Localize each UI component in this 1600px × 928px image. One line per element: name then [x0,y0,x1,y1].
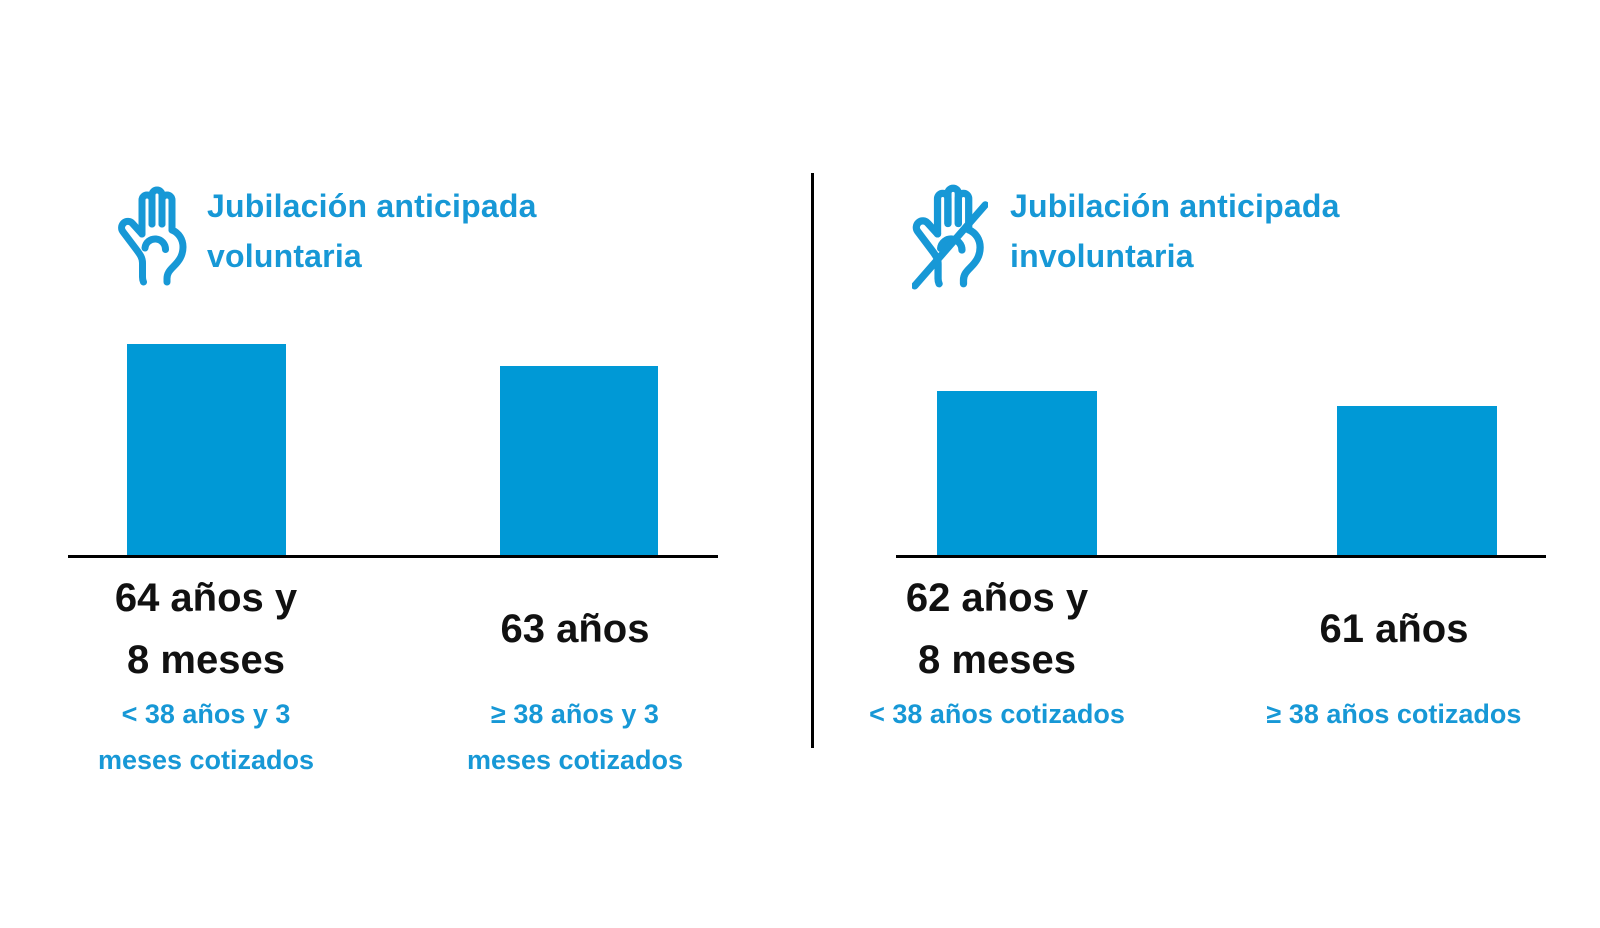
panel-title-involuntaria: Jubilación anticipada involuntaria [1010,181,1340,281]
panel-divider [811,173,814,748]
title-line: voluntaria [207,238,362,274]
age-line: 63 años [500,607,650,651]
age-line: 61 años [1319,607,1469,651]
age-line: 62 años y [905,576,1089,620]
condition-label-lt-38y3m: < 38 años y 3 meses cotizados [63,691,349,783]
age-line: 8 meses [918,638,1076,682]
condition-label-ge-38y3m: ≥ 38 años y 3 meses cotizados [432,691,718,783]
panel-title-voluntaria: Jubilación anticipada voluntaria [207,181,537,281]
bar-61-anos [1337,406,1497,556]
title-line: Jubilación anticipada [1010,188,1340,224]
bar-62-anos-8-meses [937,391,1097,556]
condition-line: < 38 años cotizados [869,699,1125,729]
condition-label-lt-38: < 38 años cotizados [837,691,1157,737]
bar-64-anos-8-meses [127,344,286,556]
slash-stroke [912,201,988,290]
age-label-61: 61 años [1251,567,1537,691]
age-label-62: 62 años y 8 meses [854,567,1140,691]
condition-line: meses cotizados [466,745,684,775]
x-axis-voluntaria [68,555,718,558]
condition-line: < 38 años y 3 [121,699,291,729]
condition-label-ge-38: ≥ 38 años cotizados [1234,691,1554,737]
age-label-63: 63 años [432,567,718,691]
title-line: Jubilación anticipada [207,188,537,224]
title-line: involuntaria [1010,238,1194,274]
crossed-hand-icon [912,182,988,290]
age-line: 8 meses [127,638,285,682]
age-label-64: 64 años y 8 meses [63,567,349,691]
condition-line: ≥ 38 años y 3 [491,699,659,729]
bar-63-anos [500,366,658,556]
condition-line: meses cotizados [97,745,315,775]
x-axis-involuntaria [896,555,1546,558]
condition-line: ≥ 38 años cotizados [1266,699,1522,729]
raised-hand-icon [118,184,190,288]
age-line: 64 años y [114,576,298,620]
